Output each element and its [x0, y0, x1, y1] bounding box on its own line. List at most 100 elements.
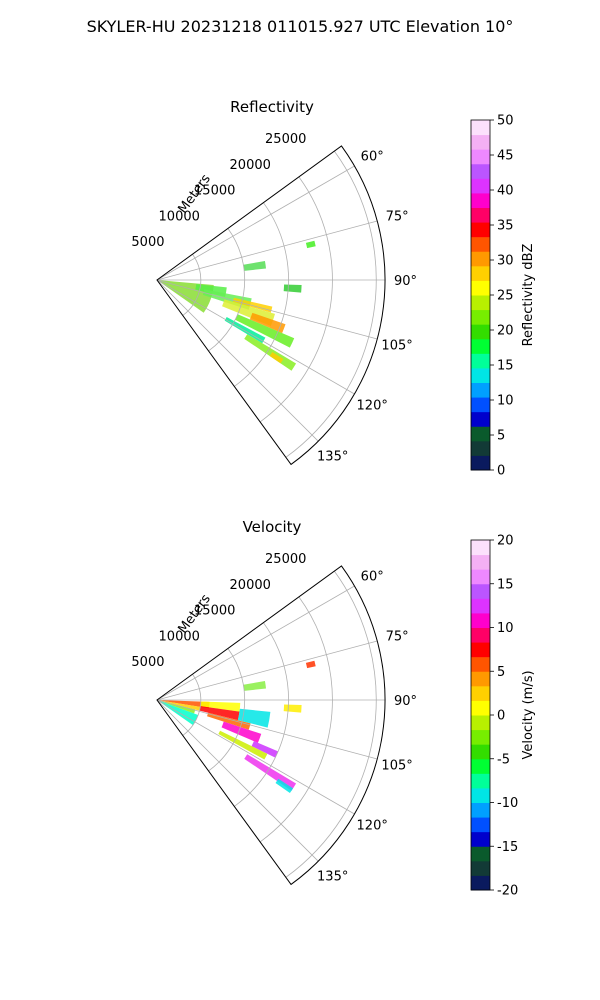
radial-tick-label: 20000 [230, 578, 271, 593]
reflectivity-panel: Reflectivity 500010000150002000025000Met… [131, 98, 536, 479]
theta-tick-label: 135° [317, 450, 348, 465]
colorbar-segment [471, 440, 490, 456]
colorbar-segment [471, 309, 490, 325]
colorbar-segment [471, 846, 490, 862]
echo-region-3 [157, 700, 196, 714]
colorbar-segment [471, 236, 490, 252]
azimuth-line-105 [156, 279, 378, 340]
colorbar-segment [471, 455, 490, 471]
azimuth-line-120 [156, 699, 355, 815]
theta-tick-label: 120° [357, 818, 388, 833]
colorbar-segment [471, 207, 490, 223]
colorbar-segment [471, 744, 490, 760]
theta-tick-label: 135° [317, 870, 348, 885]
colorbar-segment [471, 817, 490, 833]
colorbar-tick-label: 40 [497, 184, 514, 199]
echo-region-15 [283, 704, 302, 713]
colorbar-tick-label: -5 [497, 752, 510, 767]
echo-region-7 [207, 712, 251, 730]
theta-tick-label: 90° [394, 274, 417, 289]
echo-region-6 [199, 706, 240, 721]
echo-region-6 [249, 312, 286, 334]
colorbar-segment [471, 149, 490, 165]
colorbar-tick-label: -20 [497, 884, 518, 899]
range-ring-15000 [234, 622, 289, 807]
azimuth-line-135 [156, 699, 319, 862]
colorbar-segment [471, 134, 490, 150]
range-ring-20000 [259, 596, 333, 843]
range-ring-20000 [259, 176, 333, 423]
colorbar-label: Velocity (m/s) [521, 670, 536, 759]
range-ring-10000 [208, 228, 246, 352]
colorbar-segment [471, 583, 490, 599]
colorbar-segment [471, 729, 490, 745]
colorbar-segment [471, 642, 490, 658]
azimuth-line-60 [156, 585, 355, 701]
colorbar-segment [471, 163, 490, 179]
colorbar-tick-label: 20 [497, 534, 514, 549]
velocity-panel: Velocity 500010000150002000025000Meters6… [131, 518, 536, 899]
echo-region-16 [305, 660, 316, 669]
echo-region-10 [269, 352, 284, 364]
figure-title: SKYLER-HU 20231218 011015.927 UTC Elevat… [87, 17, 514, 36]
colorbar-segment [471, 802, 490, 818]
colorbar-tick-label: 5 [497, 429, 505, 444]
colorbar-segment [471, 222, 490, 238]
radial-tick-label: 20000 [230, 158, 271, 173]
colorbar-tick-label: 10 [497, 394, 514, 409]
echo-region-12 [244, 754, 297, 791]
sector-outline [156, 565, 386, 886]
echo-region-12 [283, 284, 302, 293]
radial-tick-label: 5000 [131, 655, 164, 670]
radial-tick-label: 10000 [159, 210, 200, 225]
velocity-colorbar: -20 -15 -10 -5 0 5 10 15 20 Velocity (m/s) [470, 534, 536, 899]
range-ring-10000 [208, 648, 246, 772]
colorbar-segment [471, 295, 490, 311]
colorbar-segment [471, 627, 490, 643]
radial-tick-label: 15000 [194, 604, 235, 619]
colorbar-segment [471, 367, 490, 383]
colorbar-segment [471, 540, 490, 556]
colorbar-segment [471, 656, 490, 672]
echo-region-9 [244, 334, 297, 371]
colorbar-tick-label: 25 [497, 289, 514, 304]
velocity-polar-plot: 500010000150002000025000Meters60°75°90°1… [131, 552, 417, 886]
colorbar-segment [471, 120, 490, 136]
echo-region-11 [218, 730, 268, 760]
echo-region-11 [243, 260, 267, 271]
colorbar-segment [471, 397, 490, 413]
colorbar-segment [471, 411, 490, 427]
colorbar-segment [471, 338, 490, 354]
radial-tick-label: 25000 [265, 132, 306, 147]
colorbar-segment [471, 280, 490, 296]
colorbar-tick-label: 30 [497, 254, 514, 269]
theta-tick-label: 120° [357, 398, 388, 413]
echo-region-4 [232, 297, 273, 313]
echo-region-8 [221, 721, 262, 743]
echo-layer [157, 240, 316, 371]
colorbar-segment [471, 671, 490, 687]
colorbar-segment [471, 178, 490, 194]
colorbar-segment [471, 353, 490, 369]
colorbar-segment [471, 265, 490, 281]
colorbar-tick-label: 0 [497, 709, 505, 724]
colorbar-segment [471, 685, 490, 701]
echo-region-10 [237, 708, 271, 728]
radial-tick-label: 25000 [265, 552, 306, 567]
echo-region-13 [275, 778, 294, 794]
colorbar-tick-label: 35 [497, 219, 514, 234]
colorbar-segment [471, 715, 490, 731]
theta-tick-label: 60° [361, 570, 384, 585]
range-ring-25000 [285, 150, 377, 458]
theta-tick-label: 60° [361, 150, 384, 165]
echo-region-1 [157, 700, 210, 709]
azimuth-line-105 [156, 699, 378, 760]
echo-region-13 [305, 240, 316, 249]
colorbar-tick-label: 10 [497, 621, 514, 636]
colorbar-segment [471, 192, 490, 208]
reflectivity-colorbar: 0 5 10 15 20 25 30 35 40 45 50 Reflectivity dBZ [470, 114, 536, 479]
colorbar-segment [471, 251, 490, 267]
colorbar-tick-label: 0 [497, 464, 505, 479]
colorbar-segment [471, 700, 490, 716]
